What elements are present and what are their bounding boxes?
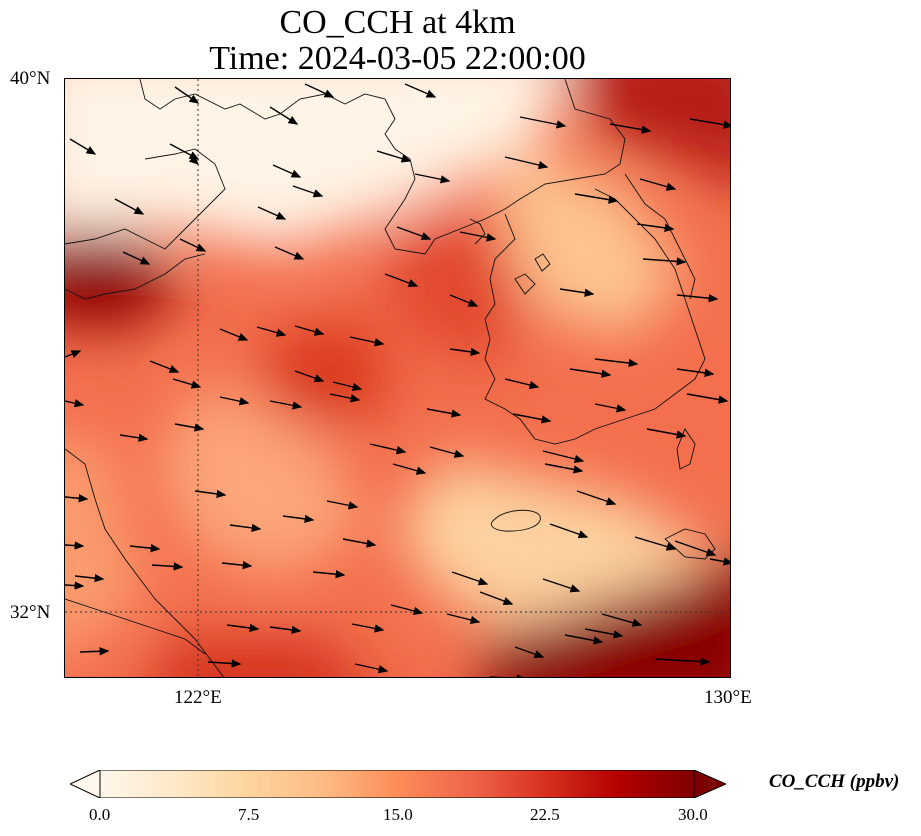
map-title-line1: CO_CCH at 4km bbox=[279, 4, 516, 41]
map-title-line2: Time: 2024-03-05 22:00:00 bbox=[209, 40, 586, 77]
lon-label-122e: 122°E bbox=[174, 687, 222, 708]
colorbar-tick-0: 0.0 bbox=[89, 805, 111, 824]
map-panel bbox=[64, 78, 731, 678]
colorbar-tick-1: 7.5 bbox=[238, 805, 260, 824]
colorbar-extend-high bbox=[693, 769, 728, 799]
concentration-field bbox=[65, 79, 730, 677]
lat-label-32n: 32°N bbox=[10, 602, 51, 623]
colorbar-tick-2: 15.0 bbox=[383, 805, 413, 824]
colorbar-tick-3: 22.5 bbox=[530, 805, 560, 824]
coastlines bbox=[65, 79, 716, 677]
colorbar-gradient bbox=[68, 769, 728, 799]
colorbar-extend-low bbox=[68, 769, 101, 799]
colorbar-label: CO_CCH (ppbv) bbox=[769, 771, 900, 792]
lon-label-130e: 130°E bbox=[704, 687, 752, 708]
colorbar-tick-4: 30.0 bbox=[678, 805, 708, 824]
colorbar bbox=[68, 769, 728, 799]
wind-vectors bbox=[65, 83, 730, 677]
lat-label-40n: 40°N bbox=[10, 68, 51, 89]
